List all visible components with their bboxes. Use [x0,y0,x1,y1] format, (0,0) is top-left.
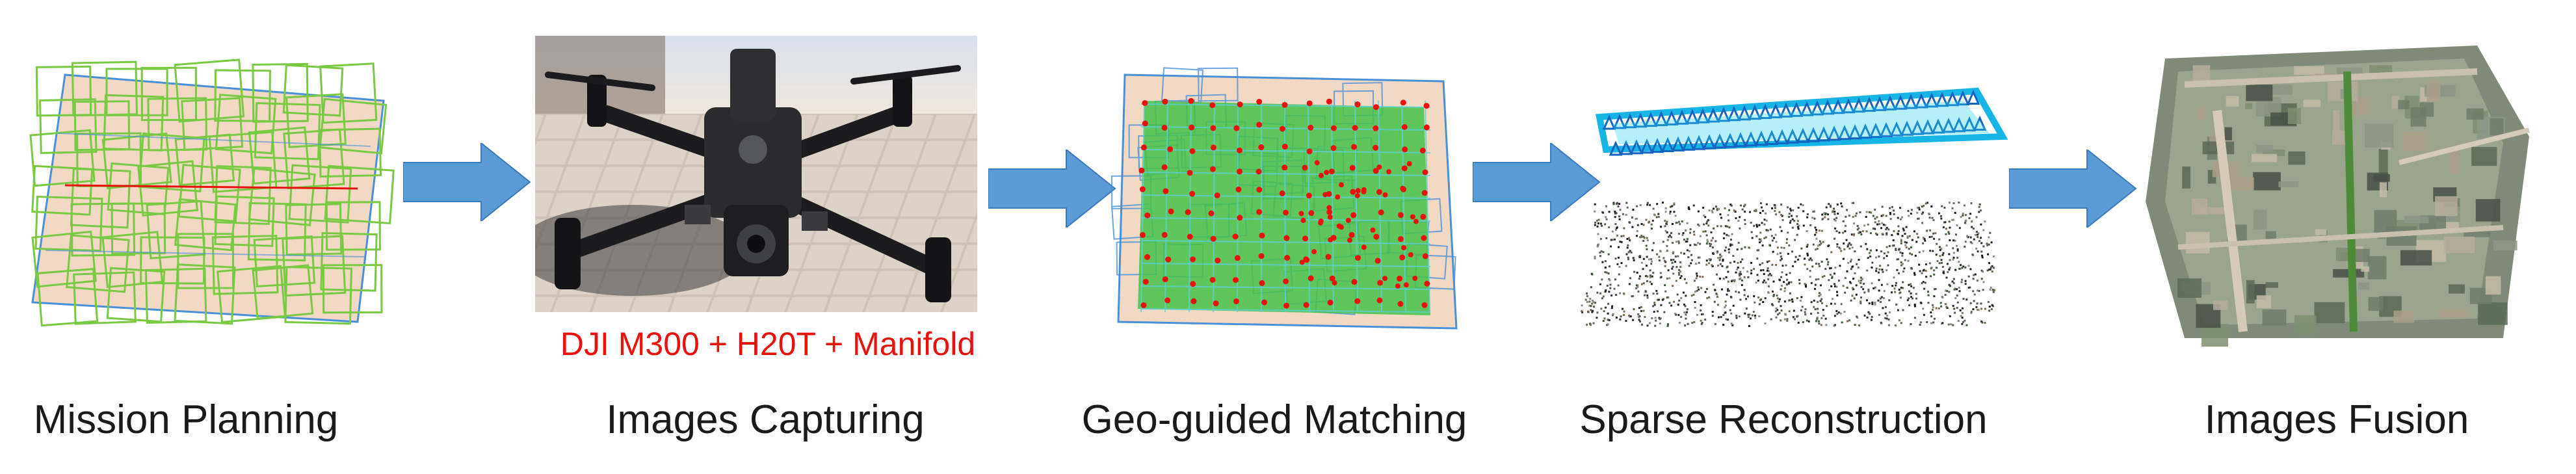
arrow-2 [988,150,1116,228]
arrow-3 [1473,143,1601,221]
sparse-reconstruction-graphic [1581,87,2008,327]
geo-guided-matching-graphic [1111,67,1458,330]
arrow-1 [403,143,531,221]
stage-label-geo-guided-matching: Geo-guided Matching [1081,397,1467,442]
images-fusion-mosaic [2146,46,2530,347]
mission-planning-graphic [29,59,395,327]
drone-spec-label: DJI M300 + H20T + Manifold [560,326,976,362]
arrow-4 [2009,150,2137,228]
drone-photo [535,36,977,312]
stage-label-images-fusion: Images Fusion [2204,397,2469,442]
stage-label-mission-planning: Mission Planning [33,397,339,442]
stage-label-sparse-reconstruction: Sparse Reconstruction [1579,397,1988,442]
stage-label-images-capturing: Images Capturing [606,397,925,442]
